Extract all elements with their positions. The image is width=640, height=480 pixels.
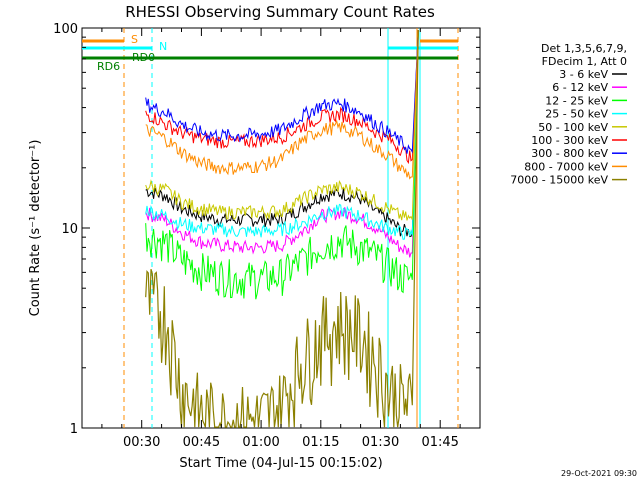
legend-entry-label: 12 - 25 keV xyxy=(545,94,608,107)
legend-header-line-2: FDecim 1, Att 0 xyxy=(542,55,627,68)
ticks-layer: 00:30 00:45 01:00 01:15 01:30 01:45 1 10 100 xyxy=(53,22,481,450)
legend-entry-label: 50 - 100 keV xyxy=(538,121,608,134)
x-axis-label: Start Time (04-Jul-15 00:15:02) xyxy=(179,456,382,471)
legend-entry-label: 7000 - 15000 keV xyxy=(510,174,608,187)
y-tick-label: 10 xyxy=(61,222,78,237)
x-tick-label: 01:15 xyxy=(302,435,339,450)
legend-entry-label: 3 - 6 keV xyxy=(559,68,608,81)
legend: Det 1,3,5,6,7,9, FDecim 1, Att 0 3 - 6 k… xyxy=(510,42,627,187)
chart-title: RHESSI Observing Summary Count Rates xyxy=(125,3,435,21)
legend-entry-label: 100 - 300 keV xyxy=(531,134,608,147)
y-axis-label: Count Rate (s⁻¹ detector⁻¹) xyxy=(28,140,43,317)
series-line-800-7000kev xyxy=(145,29,419,180)
y-tick-label: 100 xyxy=(53,22,78,37)
legend-header-line-1: Det 1,3,5,6,7,9, xyxy=(541,42,627,55)
series-line-12-25kev xyxy=(145,29,419,300)
series-line-25-50kev xyxy=(145,29,419,240)
timestamp: 29-Oct-2021 09:30 xyxy=(561,469,637,478)
x-tick-label: 01:30 xyxy=(362,435,399,450)
x-tick-label: 00:45 xyxy=(183,435,220,450)
legend-entry-label: 300 - 800 keV xyxy=(531,147,608,160)
flag-label-rd6: RD6 xyxy=(97,60,120,73)
legend-entry-label: 25 - 50 keV xyxy=(545,108,608,121)
series-line-50-100kev xyxy=(145,29,419,221)
y-tick-label: 1 xyxy=(70,422,78,437)
series-line-6-12kev xyxy=(145,29,419,258)
series-layer xyxy=(145,29,419,428)
x-tick-label: 01:45 xyxy=(421,435,458,450)
flag-label-rd0: RD0 xyxy=(132,51,155,64)
x-tick-label: 00:30 xyxy=(123,435,160,450)
flag-layer: S N RD0 RD6 xyxy=(82,28,459,428)
series-line-7000-15000kev xyxy=(145,29,419,428)
legend-entry-label: 6 - 12 keV xyxy=(552,81,608,94)
flag-label-n: N xyxy=(159,40,167,53)
series-line-300-800kev xyxy=(145,29,419,154)
flag-label-s: S xyxy=(131,33,138,46)
legend-entry-label: 800 - 7000 keV xyxy=(524,160,608,173)
series-line-100-300kev xyxy=(145,29,419,165)
x-tick-label: 01:00 xyxy=(242,435,279,450)
